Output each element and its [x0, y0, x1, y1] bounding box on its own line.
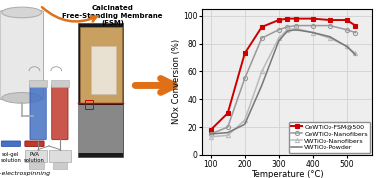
VWTiO₂-Nanofibers	[243, 119, 247, 121]
VWTiO₂-Nanofibers	[209, 136, 213, 138]
FancyBboxPatch shape	[52, 85, 68, 140]
CeWTiO₂-FSM@500	[345, 19, 349, 21]
CeWTiO₂-Nanofibers	[243, 77, 247, 79]
Text: PVA
solution: PVA solution	[24, 152, 45, 163]
Line: VWTiO₂-Powder: VWTiO₂-Powder	[211, 30, 355, 134]
FancyBboxPatch shape	[0, 11, 43, 100]
Bar	[49, 150, 71, 162]
CeWTiO₂-Nanofibers	[293, 25, 298, 27]
FancyBboxPatch shape	[1, 141, 20, 146]
CeWTiO₂-FSM@500	[277, 19, 281, 21]
Bar	[78, 23, 123, 157]
CeWTiO₂-FSM@500	[311, 18, 315, 20]
VWTiO₂-Nanofibers	[311, 32, 315, 34]
VWTiO₂-Nanofibers	[293, 27, 298, 29]
VWTiO₂-Powder	[311, 32, 315, 34]
VWTiO₂-Powder	[225, 132, 230, 134]
CeWTiO₂-Nanofibers	[277, 29, 281, 31]
VWTiO₂-Nanofibers	[328, 37, 332, 39]
VWTiO₂-Powder	[243, 123, 247, 125]
CeWTiO₂-FSM@500	[243, 52, 247, 54]
CeWTiO₂-Nanofibers	[311, 25, 315, 27]
VWTiO₂-Powder	[259, 84, 264, 87]
VWTiO₂-Nanofibers	[345, 45, 349, 48]
CeWTiO₂-FSM@500	[225, 112, 230, 114]
CeWTiO₂-Nanofibers	[345, 29, 349, 31]
CeWTiO₂-Nanofibers	[328, 25, 332, 27]
Line: CeWTiO₂-Nanofibers: CeWTiO₂-Nanofibers	[209, 23, 358, 136]
VWTiO₂-Powder	[209, 133, 213, 135]
FancyBboxPatch shape	[25, 141, 44, 146]
VWTiO₂-Powder	[293, 29, 298, 31]
Ellipse shape	[2, 7, 42, 18]
Text: Calcinated
Free-Standing Membrane
(FSM): Calcinated Free-Standing Membrane (FSM)	[62, 5, 163, 26]
X-axis label: Temperature (°C): Temperature (°C)	[251, 170, 324, 178]
CeWTiO₂-FSM@500	[293, 18, 298, 20]
Line: VWTiO₂-Nanofibers: VWTiO₂-Nanofibers	[209, 26, 358, 139]
CeWTiO₂-FSM@500	[353, 25, 358, 27]
VWTiO₂-Nanofibers	[259, 70, 264, 72]
Legend: CeWTiO₂-FSM@500, CeWTiO₂-Nanofibers, VWTiO₂-Nanofibers, VWTiO₂-Powder: CeWTiO₂-FSM@500, CeWTiO₂-Nanofibers, VWT…	[289, 122, 370, 153]
VWTiO₂-Nanofibers	[353, 52, 358, 54]
Text: co-electrospinning: co-electrospinning	[0, 171, 51, 176]
Bar	[53, 162, 67, 169]
VWTiO₂-Powder	[285, 30, 290, 32]
Bar	[78, 105, 123, 153]
VWTiO₂-Nanofibers	[285, 29, 290, 31]
Bar	[85, 100, 93, 109]
CeWTiO₂-Nanofibers	[225, 126, 230, 128]
VWTiO₂-Nanofibers	[225, 134, 230, 137]
Text: sol-gel
solution: sol-gel solution	[0, 152, 21, 163]
CeWTiO₂-Nanofibers	[285, 26, 290, 28]
VWTiO₂-Powder	[353, 54, 358, 56]
VWTiO₂-Powder	[328, 36, 332, 38]
Ellipse shape	[2, 93, 42, 103]
CeWTiO₂-FSM@500	[285, 18, 290, 20]
Bar	[51, 80, 69, 87]
CeWTiO₂-FSM@500	[259, 26, 264, 28]
VWTiO₂-Nanofibers	[277, 37, 281, 39]
Bar	[25, 150, 47, 162]
Bar	[29, 80, 47, 87]
CeWTiO₂-Nanofibers	[259, 37, 264, 39]
CeWTiO₂-Nanofibers	[209, 133, 213, 135]
Bar	[80, 27, 122, 103]
VWTiO₂-Powder	[345, 45, 349, 48]
Bar	[29, 162, 43, 169]
CeWTiO₂-FSM@500	[328, 19, 332, 21]
VWTiO₂-Powder	[277, 40, 281, 42]
Y-axis label: NOx Conversion (%): NOx Conversion (%)	[172, 39, 181, 124]
CeWTiO₂-Nanofibers	[353, 32, 358, 34]
Line: CeWTiO₂-FSM@500: CeWTiO₂-FSM@500	[209, 17, 358, 132]
Bar	[91, 46, 116, 94]
FancyBboxPatch shape	[30, 85, 46, 140]
CeWTiO₂-FSM@500	[209, 129, 213, 131]
